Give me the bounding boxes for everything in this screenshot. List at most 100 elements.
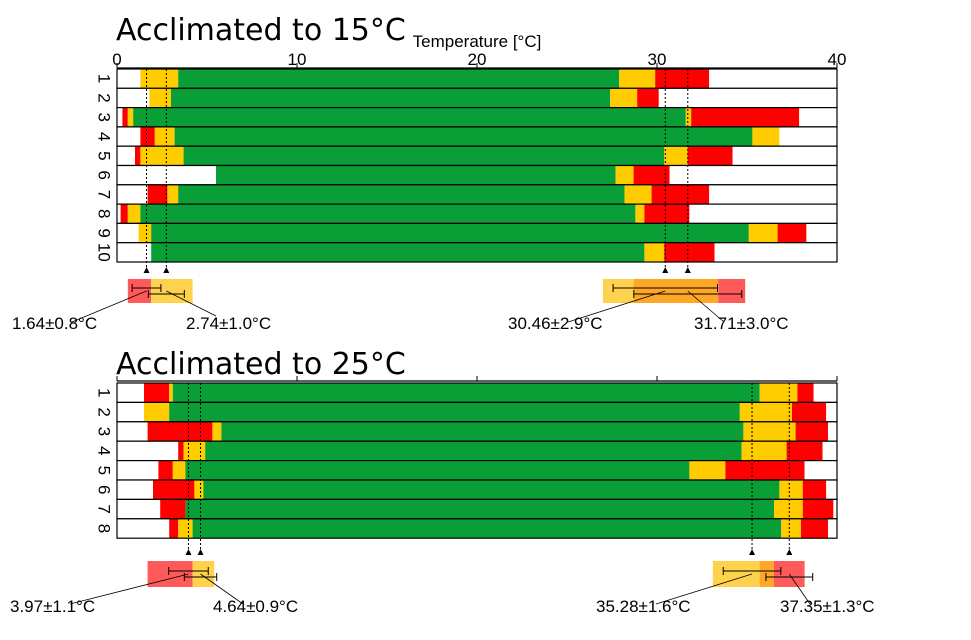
range-segment-yellow — [739, 402, 792, 422]
range-segment-yellow — [781, 518, 801, 539]
range-segment-white — [117, 499, 161, 519]
range-segment-red — [633, 165, 670, 185]
range-segment-red — [637, 88, 659, 108]
range-segment-white — [826, 402, 837, 422]
summary-band-red — [718, 279, 746, 303]
range-segment-yellow — [610, 88, 638, 108]
range-segment-yellow — [644, 242, 665, 262]
annotation-label: 35.28±1.6°C — [596, 597, 691, 616]
range-segment-red — [147, 184, 168, 205]
annotation-label: 37.35±1.3°C — [780, 597, 875, 616]
range-segment-yellow — [624, 184, 652, 205]
range-segment-yellow — [154, 126, 175, 147]
range-segment-red — [786, 441, 823, 461]
range-segment-white — [117, 204, 121, 224]
summary-band-red — [147, 561, 193, 587]
range-segment-white — [828, 518, 837, 539]
range-segment-white — [117, 165, 216, 185]
range-segment-white — [117, 402, 144, 422]
range-segment-white — [117, 460, 159, 480]
range-segment-red — [664, 242, 715, 262]
range-segment-green — [151, 242, 645, 262]
range-segment-green — [133, 107, 686, 127]
mean-marker-arrow — [143, 267, 150, 273]
annotation-label: 30.46±2.9°C — [508, 314, 603, 333]
chart-panel-2: Acclimated to 25°C1 2 3 4 5 6 7 8 3.97±1.1°C 4.64… — [10, 347, 875, 616]
chart-panel-1: Acclimated to 15°C Temperature [°C] 0 10 20 3… — [12, 13, 846, 333]
range-segment-yellow — [140, 146, 184, 166]
range-segment-yellow — [774, 499, 803, 519]
range-segment-yellow — [759, 383, 798, 403]
row-outline — [116, 242, 838, 263]
x-tick-label: 30 — [648, 50, 667, 69]
annotation-label: 31.71±3.0°C — [694, 314, 789, 333]
annotation-label: 1.64±0.8°C — [12, 314, 97, 333]
range-segment-white — [117, 126, 141, 147]
range-segment-green — [172, 383, 760, 403]
range-segment-yellow — [748, 223, 778, 243]
range-segment-green — [151, 223, 749, 243]
range-segment-yellow — [172, 460, 186, 480]
mean-marker-arrow — [662, 267, 669, 273]
range-segment-white — [117, 107, 123, 127]
range-segment-red — [120, 204, 128, 224]
range-segment-red — [178, 441, 184, 461]
range-segment-green — [178, 69, 620, 89]
range-segment-green — [185, 499, 774, 519]
range-segment-green — [203, 480, 780, 500]
range-segment-white — [689, 204, 837, 224]
mean-marker-arrow — [163, 267, 170, 273]
range-segment-red — [655, 69, 710, 89]
row-label: 4 — [95, 446, 114, 455]
range-segment-red — [160, 499, 186, 519]
range-segment-red — [651, 184, 710, 205]
range-segment-white — [117, 223, 139, 243]
annotation-label: 3.97±1.1°C — [10, 597, 95, 616]
range-segment-yellow — [615, 165, 634, 185]
range-segment-yellow — [743, 421, 796, 442]
range-segment-red — [147, 421, 213, 442]
x-axis-label: Temperature [°C] — [413, 32, 542, 51]
range-segment-red — [691, 107, 800, 127]
range-segment-white — [833, 499, 837, 519]
row-label: 10 — [95, 243, 114, 262]
range-segment-green — [183, 146, 665, 166]
row-label: 3 — [95, 427, 114, 436]
range-segment-red — [169, 518, 179, 539]
row-label: 6 — [95, 485, 114, 494]
x-tick-label: 10 — [288, 50, 307, 69]
range-segment-yellow — [169, 383, 173, 403]
range-segment-yellow — [178, 518, 193, 539]
chart-title: Acclimated to 25°C — [116, 347, 406, 382]
annotation-leader-line — [655, 573, 753, 605]
range-segment-white — [822, 441, 837, 461]
range-segment-red — [687, 146, 733, 166]
range-segment-white — [732, 146, 837, 166]
range-segment-white — [806, 223, 837, 243]
range-segment-red — [153, 480, 195, 500]
range-segment-green — [205, 441, 742, 461]
row-label: 8 — [95, 209, 114, 218]
range-segment-yellow — [140, 69, 179, 89]
row-label: 6 — [95, 170, 114, 179]
range-segment-white — [826, 480, 837, 500]
range-segment-yellow — [689, 460, 726, 480]
range-segment-white — [117, 480, 153, 500]
range-segment-yellow — [127, 107, 134, 127]
range-segment-red — [644, 204, 690, 224]
row-label: 4 — [95, 132, 114, 141]
summary-band-yellow — [603, 279, 634, 303]
range-segment-yellow — [212, 421, 222, 442]
range-segment-red — [144, 383, 170, 403]
range-segment-yellow — [685, 107, 692, 127]
annotation-leader-line — [166, 290, 217, 317]
range-segment-green — [192, 518, 782, 539]
mean-marker-arrow — [185, 549, 192, 555]
range-segment-white — [779, 126, 837, 147]
range-segment-red — [792, 402, 827, 422]
range-segment-red — [797, 383, 814, 403]
range-segment-green — [221, 421, 744, 442]
range-segment-white — [117, 441, 179, 461]
summary-band-orange — [633, 279, 719, 303]
range-segment-white — [669, 165, 837, 185]
